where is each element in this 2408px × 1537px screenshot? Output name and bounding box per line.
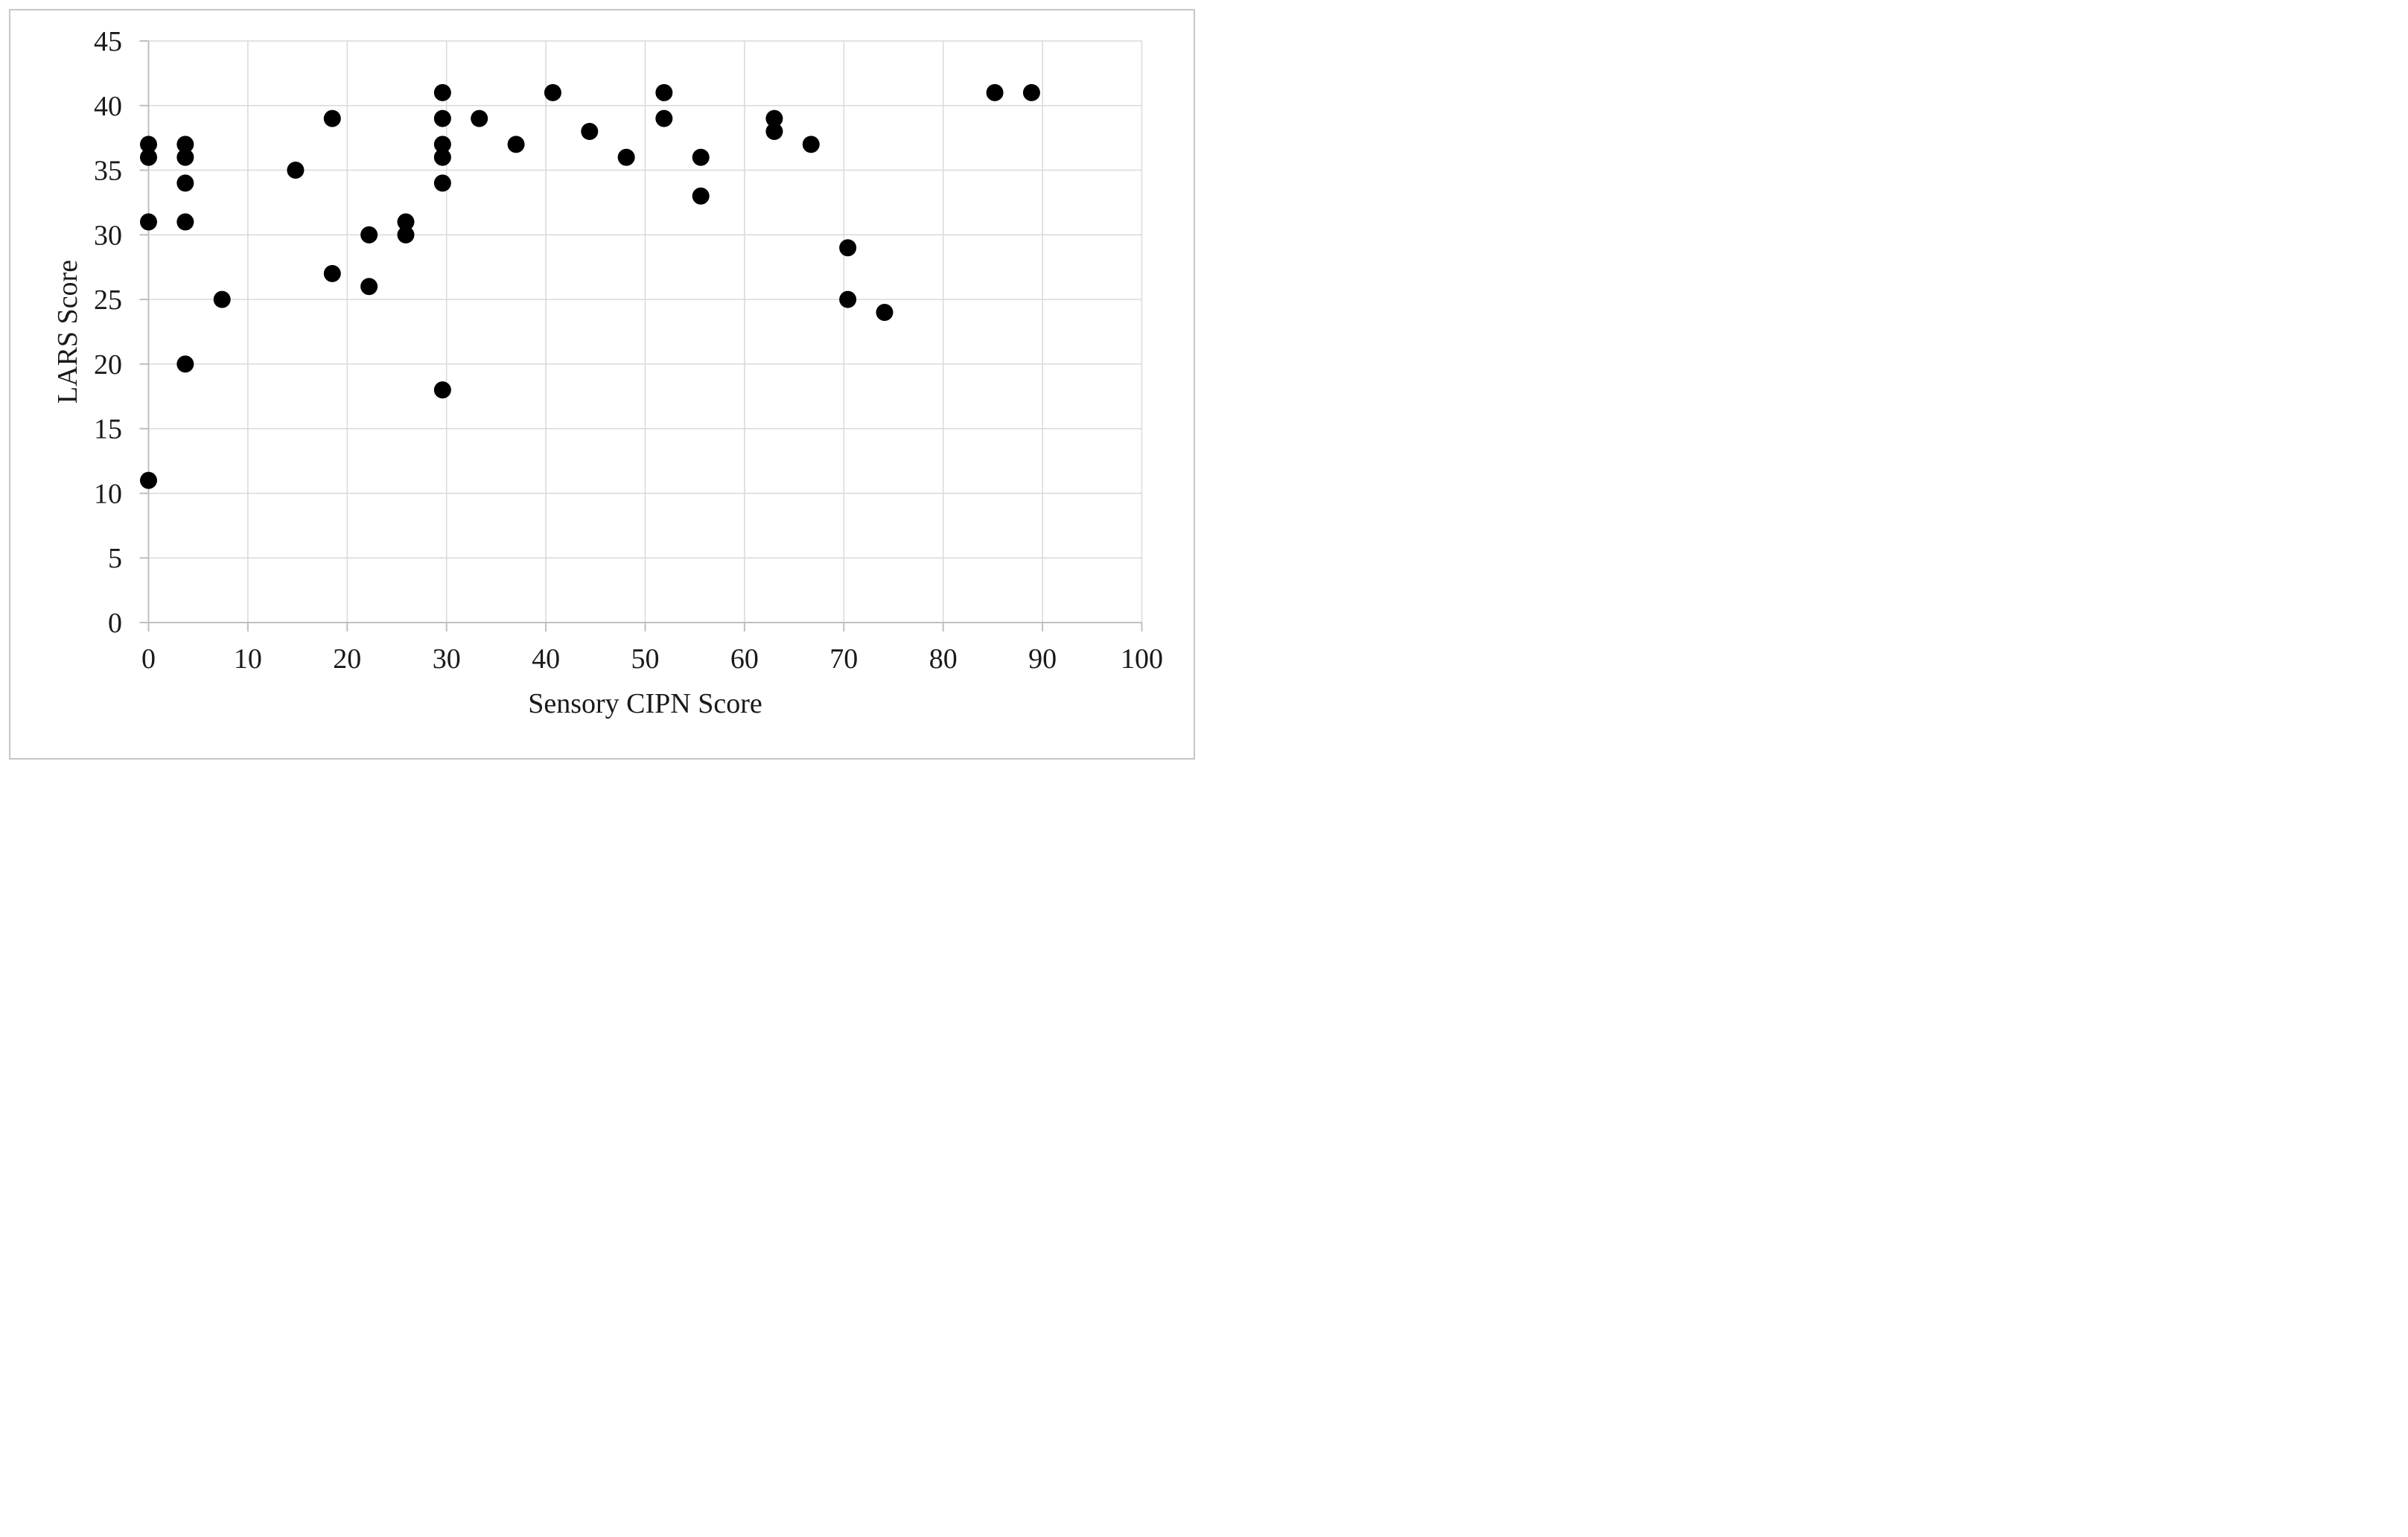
data-point [397, 213, 415, 231]
y-tick-label: 20 [94, 349, 122, 381]
data-point [397, 226, 415, 244]
data-point [176, 174, 194, 192]
x-tick-label: 10 [234, 643, 262, 675]
data-point [617, 148, 635, 166]
x-tick-label: 30 [433, 643, 461, 675]
y-axis-title: LARS Score [52, 260, 83, 404]
data-point [986, 83, 1004, 101]
data-point [765, 122, 783, 140]
x-tick-label: 60 [730, 643, 759, 675]
y-tick-label: 30 [94, 220, 122, 251]
x-tick-label: 40 [532, 643, 560, 675]
data-point [433, 174, 451, 192]
data-point [433, 148, 451, 166]
data-point [360, 226, 378, 244]
data-point [876, 303, 894, 321]
data-point [839, 290, 857, 308]
data-point [323, 264, 341, 282]
data-point [655, 83, 673, 101]
y-tick-label: 35 [94, 156, 122, 187]
figure: 0 10 20 30 40 50 60 70 80 90 100 0 5 10 15 20 25 30 35 40 45… [0, 0, 1204, 768]
data-point [140, 213, 157, 231]
y-tick-label: 45 [94, 26, 122, 57]
x-tick-label: 70 [829, 643, 858, 675]
y-tick-label: 0 [108, 608, 122, 639]
data-point [839, 239, 857, 257]
data-point [176, 355, 194, 373]
figure-border [9, 9, 1195, 760]
y-tick-label: 25 [94, 284, 122, 316]
y-tick-label: 15 [94, 414, 122, 445]
data-point [140, 471, 157, 489]
data-point [323, 109, 341, 127]
data-points [140, 83, 1040, 489]
data-point [765, 109, 783, 127]
data-point [287, 162, 305, 179]
x-axis-title: Sensory CIPN Score [528, 688, 762, 719]
data-point [176, 213, 194, 231]
data-point [140, 148, 157, 166]
y-tick-label: 10 [94, 478, 122, 509]
x-tick-label: 50 [631, 643, 660, 675]
x-tick-label: 90 [1028, 643, 1057, 675]
x-tick-label: 0 [141, 643, 156, 675]
x-tick-label: 100 [1121, 643, 1163, 675]
y-tick-label: 40 [94, 91, 122, 122]
axis-lines [139, 40, 1143, 631]
data-point [692, 187, 710, 205]
x-tick-label: 20 [333, 643, 361, 675]
data-point [1022, 83, 1040, 101]
data-point [360, 278, 378, 296]
data-point [802, 136, 820, 153]
data-point [692, 148, 710, 166]
x-tick-label: 80 [929, 643, 958, 675]
data-point [433, 83, 451, 101]
data-point [581, 122, 599, 140]
data-point [433, 381, 451, 399]
data-point [176, 148, 194, 166]
data-point [433, 109, 451, 127]
data-point [140, 136, 157, 153]
gridlines [147, 40, 1143, 623]
data-point [433, 136, 451, 153]
data-point [655, 109, 673, 127]
tick-labels: 0 10 20 30 40 50 60 70 80 90 100 0 5 10 15 20 25 30 35 40 45 [94, 26, 1163, 675]
data-point [544, 83, 561, 101]
data-point [471, 109, 488, 127]
y-tick-label: 5 [108, 543, 122, 574]
data-point [507, 136, 525, 153]
data-point [213, 290, 231, 308]
data-point [176, 136, 194, 153]
scatter-chart: 0 10 20 30 40 50 60 70 80 90 100 0 5 10 15 20 25 30 35 40 45… [52, 26, 1163, 719]
